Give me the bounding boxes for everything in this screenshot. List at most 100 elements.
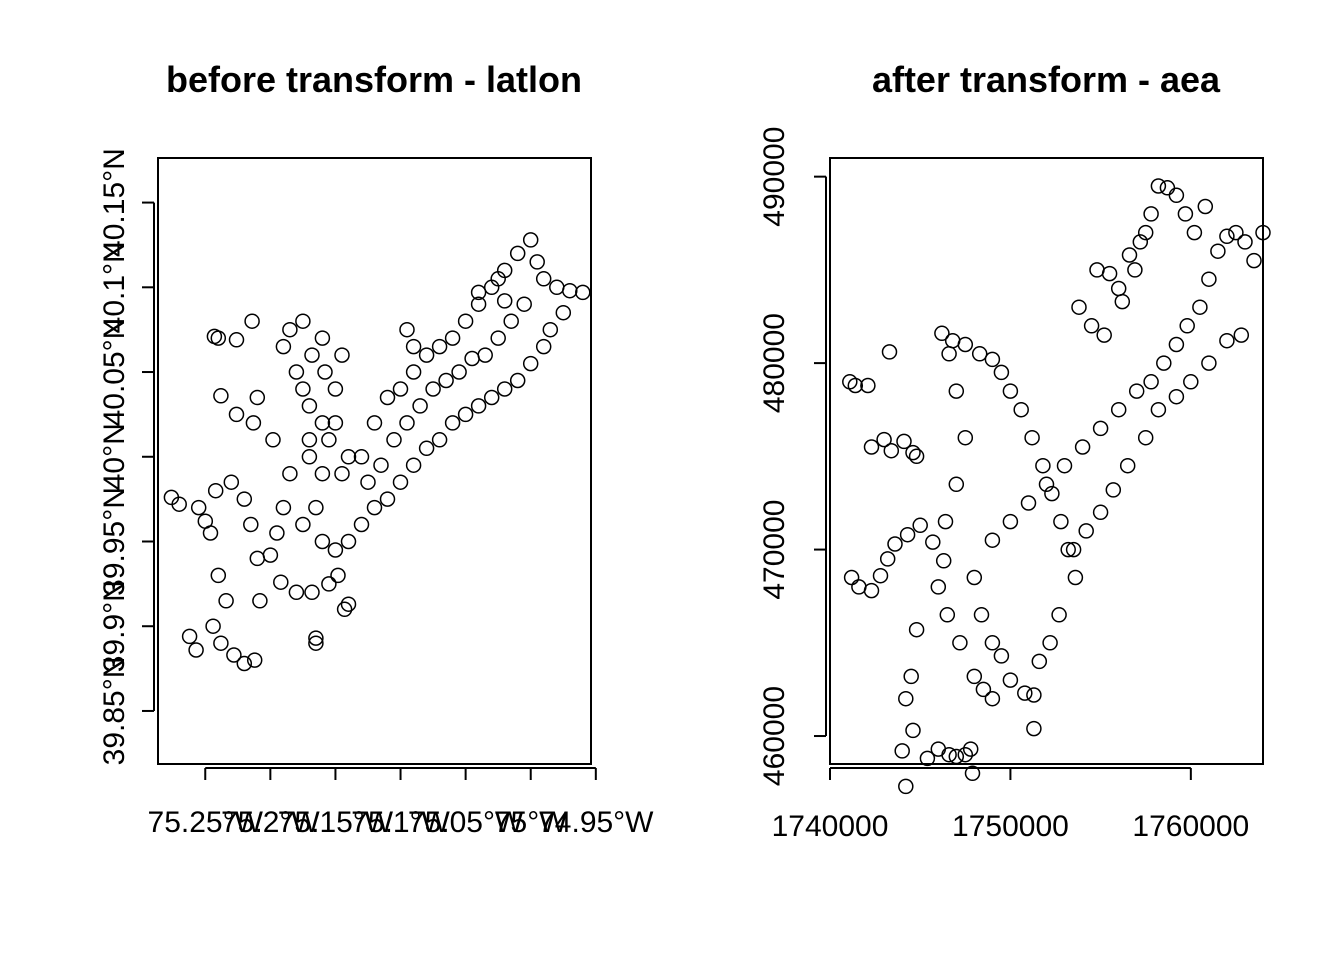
data-point (314, 415, 331, 431)
data-point (275, 338, 292, 355)
data-point (905, 444, 921, 461)
y-tick-label: 40°N (98, 423, 131, 490)
data-point (872, 567, 889, 584)
data-point (1101, 265, 1118, 282)
data-point (444, 330, 461, 346)
x-tick-label: 1760000 (1132, 810, 1249, 843)
data-point (405, 364, 422, 380)
data-point (1201, 271, 1217, 287)
data-point (336, 601, 353, 618)
data-point (941, 746, 957, 763)
data-point (464, 350, 480, 367)
data-point (984, 351, 1001, 368)
data-point (964, 765, 981, 782)
data-point (1210, 243, 1226, 259)
data-point (1056, 457, 1073, 474)
data-point (535, 271, 552, 287)
data-point (903, 668, 919, 685)
data-point (205, 618, 221, 634)
data-point (1065, 541, 1082, 558)
data-point (1128, 383, 1145, 399)
data-point (894, 743, 910, 759)
data-point (984, 690, 1001, 707)
data-point (405, 457, 422, 473)
data-point (1192, 299, 1208, 315)
data-point (496, 293, 513, 309)
data-point (353, 449, 370, 465)
data-point (244, 313, 260, 329)
data-point (941, 346, 957, 362)
x-tick-label: 75.1°W (351, 806, 450, 839)
data-point (1119, 457, 1136, 474)
x-tick-label: 75.2°W (221, 806, 320, 839)
data-point (340, 449, 357, 465)
data-point (937, 513, 954, 530)
data-point (966, 668, 983, 685)
data-point (308, 630, 324, 646)
left-plot-frame (157, 157, 592, 765)
left-y-axis: 39.85°N39.9°N39.95°N40°N40.05°N40.1°N40.… (98, 148, 155, 765)
data-point (1038, 476, 1055, 493)
data-point (477, 347, 493, 363)
data-point (1233, 327, 1250, 343)
data-point (973, 607, 990, 623)
data-point (1201, 355, 1217, 371)
data-point (1002, 672, 1019, 688)
data-point (1096, 327, 1112, 343)
data-point (304, 347, 320, 363)
data-point (334, 465, 350, 482)
data-point (451, 364, 467, 380)
data-point (843, 569, 860, 586)
data-point (1067, 569, 1084, 586)
data-point (249, 389, 266, 406)
data-point (1219, 332, 1235, 349)
data-point (984, 532, 1001, 548)
right-chart-title: after transform - aea (872, 59, 1221, 100)
data-point (934, 325, 950, 342)
y-tick-label: 480000 (758, 313, 791, 413)
x-tick-label: 75.25°W (148, 806, 264, 839)
x-tick-label: 75.05°W (408, 806, 524, 839)
data-point (971, 346, 988, 362)
data-point (327, 381, 344, 397)
data-point (412, 398, 428, 414)
data-point (252, 593, 268, 609)
data-point (1013, 401, 1029, 418)
data-point (876, 431, 892, 448)
data-point (330, 567, 346, 584)
data-point (984, 635, 1001, 651)
data-point (334, 347, 350, 363)
data-point (470, 284, 487, 301)
data-point (236, 655, 253, 672)
data-point (535, 338, 552, 355)
data-point (1078, 523, 1094, 539)
data-point (243, 516, 259, 533)
right-x-axis: 1740000 1750000 1760000 (772, 767, 1249, 843)
data-point (975, 681, 992, 698)
data-point (1159, 180, 1176, 196)
data-point (1053, 513, 1069, 530)
data-point (228, 406, 245, 423)
data-point (327, 542, 344, 558)
data-point (887, 536, 903, 552)
data-point (314, 533, 331, 550)
data-point (542, 321, 559, 338)
data-point (957, 429, 974, 446)
data-point (930, 741, 947, 757)
data-point (905, 722, 921, 739)
data-point (273, 574, 289, 590)
data-point (944, 332, 961, 349)
data-point (431, 432, 448, 448)
data-point (522, 355, 539, 372)
data-point (993, 364, 1010, 381)
data-point (490, 330, 506, 346)
data-point (366, 415, 383, 431)
data-point (1246, 252, 1262, 269)
data-point (308, 499, 324, 516)
x-tick-label: 75°W (494, 806, 568, 839)
data-point (879, 551, 896, 567)
data-point (1092, 504, 1109, 521)
data-point (405, 338, 422, 355)
data-point (202, 525, 219, 541)
data-point (386, 432, 402, 448)
